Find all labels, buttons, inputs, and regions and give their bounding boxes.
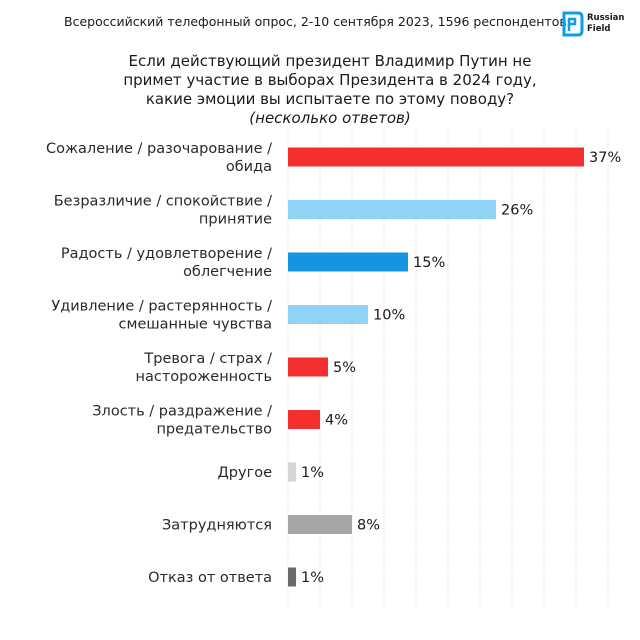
value-label-1: 26% xyxy=(501,203,533,219)
chart-title: Если действующий президент Владимир Пути… xyxy=(90,52,570,128)
category-label-line: Безразличие / спокойствие / xyxy=(54,194,272,210)
bar-6 xyxy=(288,462,296,482)
value-label-8: 1% xyxy=(301,570,324,586)
bar-2 xyxy=(288,252,408,272)
header: Всероссийский телефонный опрос, 2-10 сен… xyxy=(0,10,640,40)
category-label-line: настороженность xyxy=(135,369,272,385)
category-label-line: облегчение xyxy=(183,264,272,280)
value-label-6: 1% xyxy=(301,465,324,481)
category-label-line: Тревога / страх / xyxy=(143,351,272,367)
category-label-line: смешанные чувства xyxy=(119,317,272,333)
category-label-5: Злость / раздражение / предательство xyxy=(92,404,272,438)
value-label-0: 37% xyxy=(589,150,621,166)
category-label-line: обида xyxy=(226,159,272,175)
survey-info: Всероссийский телефонный опрос, 2-10 сен… xyxy=(64,14,567,29)
chart-subtitle: (несколько ответов) xyxy=(249,109,411,127)
category-label-line: Затрудняются xyxy=(162,518,272,534)
category-label-6: Другое xyxy=(217,465,272,481)
value-label-4: 5% xyxy=(333,360,356,376)
title-line-3: какие эмоции вы испытаете по этому повод… xyxy=(145,90,515,108)
category-label-line: Удивление / растерянность / xyxy=(51,299,272,315)
russian-field-logo: Russian Field xyxy=(561,10,635,40)
bar-1 xyxy=(288,200,496,219)
logo-text-line2: Field xyxy=(587,24,611,34)
bar-4 xyxy=(288,357,328,377)
category-label-7: Затрудняются xyxy=(162,518,272,534)
category-label-4: Тревога / страх / настороженность xyxy=(135,351,272,385)
category-label-line: Сожаление / разочарование / xyxy=(46,141,272,157)
bar-5 xyxy=(288,410,320,429)
category-label-line: Отказ от ответа xyxy=(148,570,272,586)
category-label-2: Радость / удовлетворение / облегчение xyxy=(61,246,272,280)
category-label-0: Сожаление / разочарование / обида xyxy=(46,141,272,175)
category-label-line: Радость / удовлетворение / xyxy=(61,246,272,262)
value-label-5: 4% xyxy=(325,413,348,429)
category-label-3: Удивление / растерянность / смешанные чув… xyxy=(51,299,272,333)
title-line-1: Если действующий президент Владимир Пути… xyxy=(128,52,532,70)
logo-text: Russian Field xyxy=(587,13,624,35)
logo-text-line1: Russian xyxy=(587,13,625,23)
category-label-line: предательство xyxy=(156,422,272,438)
bar-3 xyxy=(288,305,368,324)
logo-mark-icon xyxy=(562,11,584,37)
category-label-line: Другое xyxy=(217,465,272,481)
value-label-2: 15% xyxy=(413,255,445,271)
value-label-7: 8% xyxy=(357,518,380,534)
category-label-line: принятие xyxy=(199,212,272,228)
bar-7 xyxy=(288,515,352,534)
category-label-8: Отказ от ответа xyxy=(148,570,272,586)
labels: 37% Сожаление / разочарование / обида 26% Бе… xyxy=(46,141,621,586)
bars xyxy=(288,147,584,587)
category-label-line: Злость / раздражение / xyxy=(92,404,272,420)
bar-0 xyxy=(288,147,584,167)
bar-8 xyxy=(288,567,296,587)
title-line-2: примет участие в выборах Президента в 20… xyxy=(123,71,537,89)
category-label-1: Безразличие / спокойствие / принятие xyxy=(54,194,272,228)
value-label-3: 10% xyxy=(373,308,405,324)
